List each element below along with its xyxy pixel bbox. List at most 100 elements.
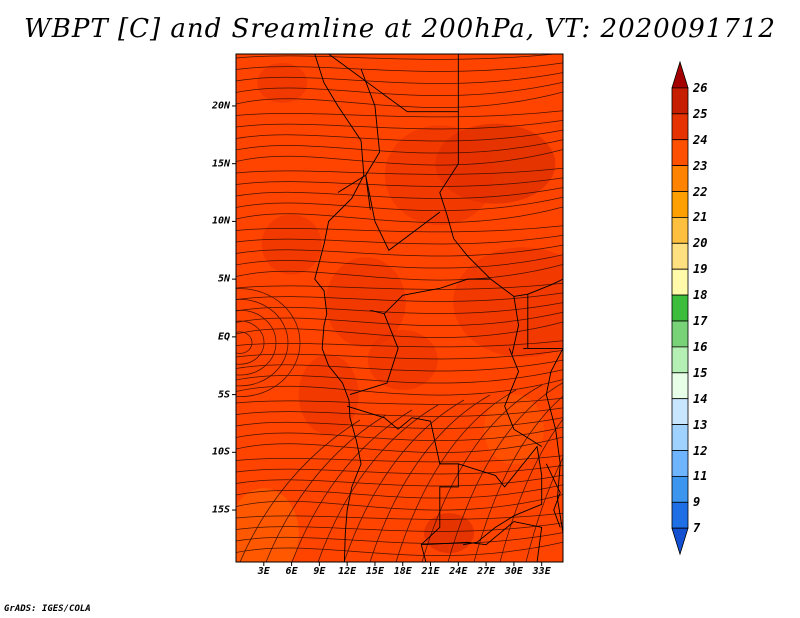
streamline — [236, 254, 563, 269]
temperature-field-patches — [236, 62, 563, 562]
streamline — [236, 465, 563, 475]
colorbar-segment — [671, 501, 689, 529]
streamline — [236, 309, 277, 376]
lon-tick-label: 24E — [449, 566, 468, 577]
colorbar-segment — [671, 294, 689, 322]
colorbar-label: 24 — [693, 132, 708, 147]
colorbar-label: 21 — [693, 210, 708, 225]
country-border — [328, 54, 459, 113]
colorbar-segment — [671, 398, 689, 426]
country-border — [458, 445, 543, 546]
streamline — [236, 541, 563, 556]
axis-ticks — [232, 105, 543, 566]
lat-tick-label: 10N — [211, 215, 230, 227]
temperature-patch — [367, 329, 438, 390]
streamline — [236, 177, 563, 187]
colorbar-segment — [671, 346, 689, 374]
streamline — [236, 494, 563, 511]
country-borders — [314, 54, 563, 562]
west-coastline — [314, 54, 365, 562]
streamline — [236, 397, 563, 405]
lat-tick-label: 20N — [211, 100, 230, 112]
streamline — [236, 436, 563, 453]
lat-tick-label: 15N — [211, 158, 230, 170]
streamline — [236, 110, 563, 118]
lon-tick-label: 33E — [532, 566, 551, 577]
colorbar-label: 19 — [693, 262, 708, 277]
streamline — [236, 407, 563, 417]
colorbar-bottom-arrow — [671, 527, 689, 556]
streamline — [236, 196, 563, 211]
streamlines — [236, 54, 563, 562]
colorbar-segment — [671, 320, 689, 348]
temperature-patch — [236, 488, 299, 562]
streamline — [236, 331, 253, 354]
streamline — [239, 419, 361, 562]
streamline — [369, 394, 491, 562]
streamline — [236, 299, 289, 387]
streamline — [236, 512, 563, 520]
streamline — [236, 264, 563, 281]
streamline — [236, 139, 563, 154]
streamline — [236, 359, 563, 372]
colorbar-segment — [671, 216, 689, 244]
streamline — [236, 417, 563, 429]
streamline — [236, 340, 563, 348]
streamline — [236, 302, 563, 314]
map-frame — [235, 53, 564, 563]
lon-tick-label: 12E — [338, 566, 357, 577]
streamline — [236, 320, 265, 365]
colorbar-segment — [671, 372, 689, 400]
colorbar-segment — [671, 450, 689, 477]
streamline — [236, 225, 563, 233]
country-border — [370, 278, 490, 315]
colorbar-segment — [671, 191, 689, 218]
temperature-patch — [298, 354, 359, 435]
colorbar-segment — [671, 475, 689, 503]
lat-tick-label: EQ — [217, 331, 230, 343]
streamline — [421, 384, 543, 562]
lon-tick-label: 30E — [504, 566, 523, 577]
streamline — [236, 244, 563, 257]
country-border — [545, 463, 561, 528]
streamline — [236, 474, 563, 487]
streamline — [236, 522, 563, 532]
lon-tick-label: 15E — [365, 566, 384, 577]
streamline — [236, 206, 563, 223]
colorbar-label: 20 — [693, 236, 708, 251]
country-border — [421, 521, 543, 562]
streamline — [236, 311, 563, 326]
colorbar-label: 13 — [693, 417, 708, 432]
lon-tick-label: 21E — [421, 566, 440, 577]
colorbar-label: 25 — [693, 106, 708, 121]
streamline — [236, 282, 563, 290]
colorbar-segment — [671, 87, 689, 115]
temperature-patch — [261, 214, 322, 275]
lat-tick-label: 10S — [211, 446, 230, 458]
map-area — [236, 54, 563, 562]
colorbar-label: 9 — [693, 495, 701, 510]
streamline — [236, 187, 563, 199]
streamline — [236, 292, 563, 302]
streamline — [395, 389, 517, 562]
streamline — [236, 484, 563, 499]
streamline — [236, 379, 563, 396]
streamline — [236, 350, 563, 360]
colorbar-label: 16 — [693, 339, 708, 354]
colorbar-label: 18 — [693, 288, 708, 303]
colorbar-segment — [671, 165, 689, 192]
streamline — [236, 129, 563, 142]
colorbar-label: 11 — [693, 469, 708, 484]
streamline — [447, 382, 563, 562]
streamline — [236, 321, 563, 338]
colorbar-label: 15 — [693, 365, 708, 380]
colorbar-segment — [671, 242, 689, 270]
colorbar-segment — [671, 113, 689, 141]
colorbar — [671, 60, 689, 556]
lon-tick-label: 9E — [313, 566, 326, 577]
country-border — [349, 313, 399, 396]
streamline — [265, 414, 387, 562]
country-border — [504, 348, 542, 447]
colorbar-label: 12 — [693, 443, 708, 458]
